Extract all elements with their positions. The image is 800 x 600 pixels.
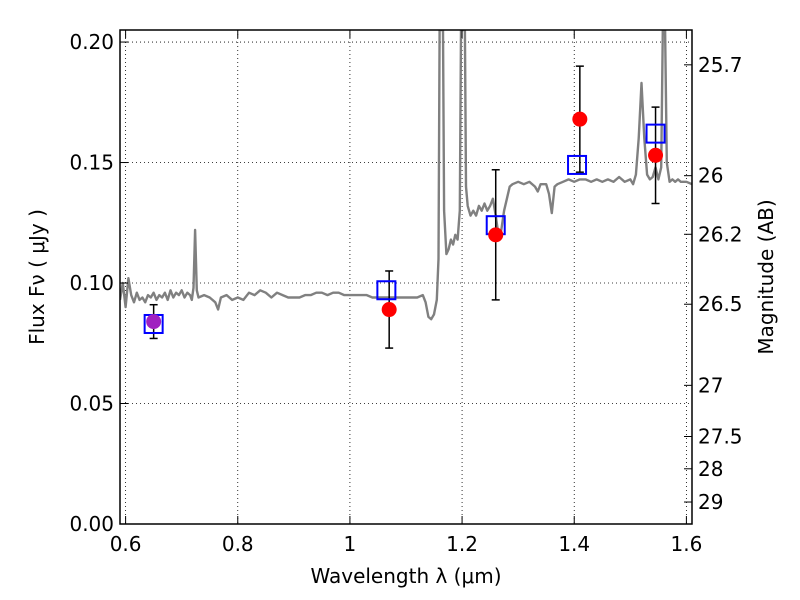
y-tick-label: 0.05 [69,392,114,416]
right-tick-label: 27.5 [698,425,743,449]
x-axis-label: Wavelength λ (μm) [310,564,501,588]
model-spectrum-line [120,30,692,321]
observed-point [572,111,588,127]
right-tick-label: 26 [698,164,723,188]
right-tick-label: 27 [698,373,723,397]
observed-point [488,227,504,243]
x-tick-label: 1.2 [446,532,478,556]
x-tick-label: 0.6 [110,532,142,556]
axis-ticks: 0.6 0.8 1 1.2 1.4 1.6 0.00 0.05 0.10 0.15 0.20 25.7… [69,30,743,556]
observed-point [648,147,664,163]
right-axis-label: Magnitude (AB) [754,199,778,354]
model-photometry-square [567,154,588,175]
right-tick-label: 26.5 [698,292,743,316]
y-tick-label: 0.00 [69,512,114,536]
y-tick-label: 0.20 [69,30,114,54]
model-photometry-square [645,123,666,144]
x-tick-label: 1.6 [670,532,702,556]
right-tick-label: 29 [698,490,723,514]
y-tick-label: 0.15 [69,151,114,175]
plot-area [120,30,692,349]
observed-point [146,314,162,330]
observed-point [381,302,397,318]
y-tick-label: 0.10 [69,271,114,295]
y-axis-label: Flux Fν ( μJy ) [25,209,49,345]
model-photometry-square [376,280,397,301]
x-tick-label: 1 [344,532,357,556]
x-tick-label: 1.4 [558,532,590,556]
right-tick-label: 26.2 [698,222,743,246]
right-tick-label: 28 [698,457,723,481]
x-tick-label: 0.8 [222,532,254,556]
plot-frame [119,29,693,525]
gridlines [120,30,692,525]
right-tick-label: 25.7 [698,53,743,77]
